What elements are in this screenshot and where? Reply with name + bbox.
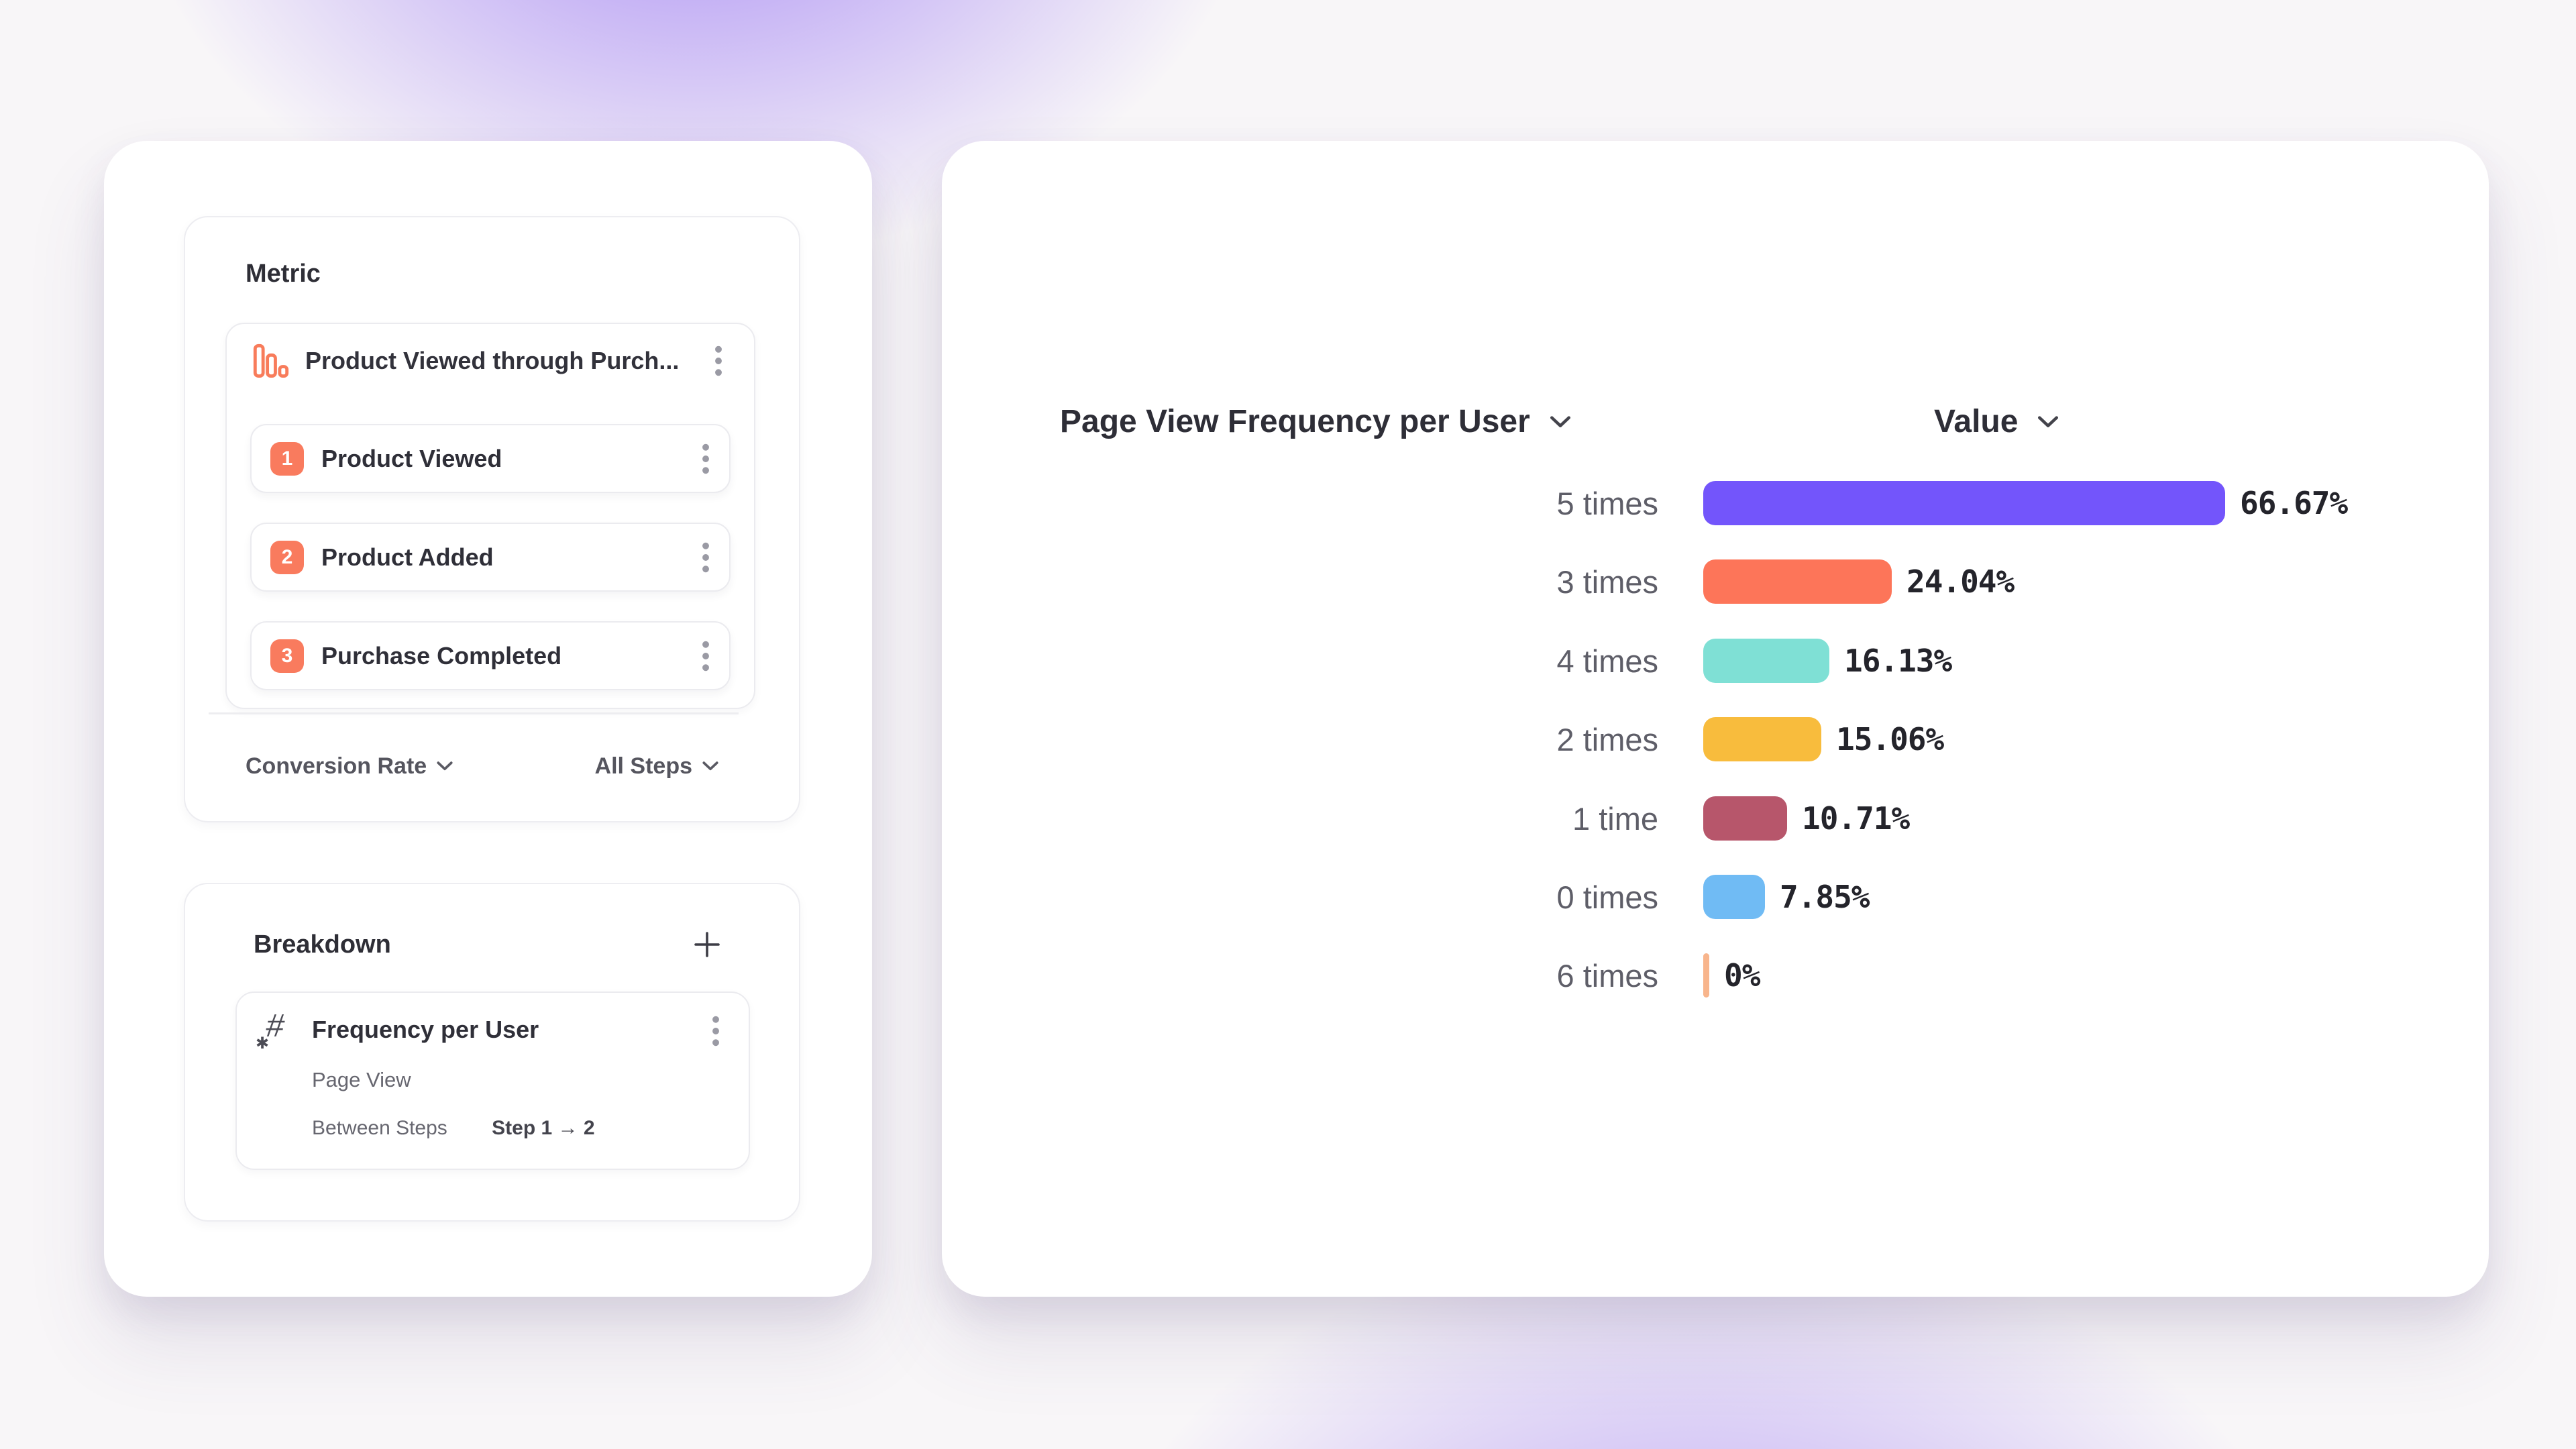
query-builder-card: Metric Product Viewed through Purch... 1… xyxy=(104,141,872,1297)
category-label: 0 times xyxy=(1556,879,1659,915)
value-label: 7.85% xyxy=(1780,879,1870,915)
category-label: 3 times xyxy=(1556,564,1659,600)
step-number-badge: 1 xyxy=(270,441,304,476)
value-label: 66.67% xyxy=(2240,485,2348,521)
chart-row: 5 times 66.67% xyxy=(942,481,2489,525)
kebab-menu-icon[interactable] xyxy=(711,1016,720,1046)
value-label: 24.04% xyxy=(1907,564,2015,600)
category-label: 1 time xyxy=(1572,800,1658,837)
numeric-property-icon: # ✱ xyxy=(256,1008,287,1053)
steps-range-value[interactable]: Step 1 → 2 xyxy=(492,1117,595,1139)
category-label: 6 times xyxy=(1556,957,1659,994)
bar[interactable] xyxy=(1703,481,2225,525)
bar[interactable] xyxy=(1703,717,1821,761)
breakdown-event-label: Page View xyxy=(312,1068,411,1091)
value-label: 16.13% xyxy=(1844,643,1952,679)
step-label: Product Viewed xyxy=(321,444,502,472)
value-label: 0% xyxy=(1724,957,1760,994)
chart-row: 4 times 16.13% xyxy=(942,639,2489,683)
breakdown-between-steps-row: Between Steps Step 1 → 2 xyxy=(312,1115,595,1142)
chart-row: 1 time 10.71% xyxy=(942,796,2489,841)
chart-row: 6 times 0% xyxy=(942,953,2489,998)
breakdown-item-card[interactable]: # ✱ Frequency per User Page View Between… xyxy=(235,991,750,1170)
chevron-down-icon xyxy=(702,761,718,771)
all-steps-dropdown[interactable]: All Steps xyxy=(595,751,719,781)
bar[interactable] xyxy=(1703,953,1709,998)
all-steps-label: All Steps xyxy=(594,753,692,779)
breakdown-title: Breakdown xyxy=(254,930,391,959)
category-label: 2 times xyxy=(1556,721,1659,757)
funnel-title: Product Viewed through Purch... xyxy=(305,347,680,374)
funnel-header[interactable]: Product Viewed through Purch... xyxy=(227,324,754,398)
step-number-badge: 2 xyxy=(270,540,304,574)
category-label: 4 times xyxy=(1556,643,1659,679)
funnel-step-row[interactable]: 1 Product Viewed xyxy=(250,424,731,493)
chart-metric-label: Page View Frequency per User xyxy=(1060,404,1530,439)
bar[interactable] xyxy=(1703,796,1787,841)
chart-value-dropdown[interactable]: Value xyxy=(1934,402,2059,441)
breakdown-section: Breakdown # ✱ Frequency per User Page Vi… xyxy=(184,883,800,1222)
funnel-step-row[interactable]: 2 Product Added xyxy=(250,523,731,592)
chart-card: Page View Frequency per User Value 5 tim… xyxy=(942,141,2489,1297)
bar[interactable] xyxy=(1703,559,1892,604)
between-steps-label: Between Steps xyxy=(312,1117,447,1139)
chevron-down-icon xyxy=(437,761,453,771)
chevron-down-icon xyxy=(1550,416,1570,427)
metric-section: Metric Product Viewed through Purch... 1… xyxy=(184,216,800,822)
metric-footer: Conversion Rate All Steps xyxy=(246,751,719,781)
chart-value-label: Value xyxy=(1934,404,2019,439)
value-label: 10.71% xyxy=(1802,800,1910,837)
chart-row: 3 times 24.04% xyxy=(942,559,2489,604)
funnel-step-row[interactable]: 3 Purchase Completed xyxy=(250,621,731,690)
chart-row: 2 times 15.06% xyxy=(942,717,2489,761)
plus-icon[interactable] xyxy=(692,930,722,959)
kebab-menu-icon[interactable] xyxy=(701,641,710,672)
breakdown-item-title: Frequency per User xyxy=(312,1016,539,1043)
conversion-rate-label: Conversion Rate xyxy=(246,753,427,779)
kebab-menu-icon[interactable] xyxy=(701,542,710,573)
conversion-rate-dropdown[interactable]: Conversion Rate xyxy=(246,751,453,781)
metric-title: Metric xyxy=(246,260,321,288)
chevron-down-icon xyxy=(2038,416,2059,427)
step-label: Purchase Completed xyxy=(321,641,562,669)
chart-metric-dropdown[interactable]: Page View Frequency per User xyxy=(1060,402,1572,441)
funnel-definition-card: Product Viewed through Purch... 1 Product… xyxy=(225,323,755,709)
metric-footer-divider xyxy=(209,712,739,714)
bar[interactable] xyxy=(1703,639,1829,683)
chart-row: 0 times 7.85% xyxy=(942,875,2489,919)
bar[interactable] xyxy=(1703,875,1765,919)
kebab-menu-icon[interactable] xyxy=(714,345,723,376)
step-number-badge: 3 xyxy=(270,639,304,673)
value-label: 15.06% xyxy=(1836,721,1944,757)
funnel-bars-icon xyxy=(253,343,289,378)
kebab-menu-icon[interactable] xyxy=(701,443,710,474)
step-label: Product Added xyxy=(321,543,494,571)
category-label: 5 times xyxy=(1556,485,1659,521)
